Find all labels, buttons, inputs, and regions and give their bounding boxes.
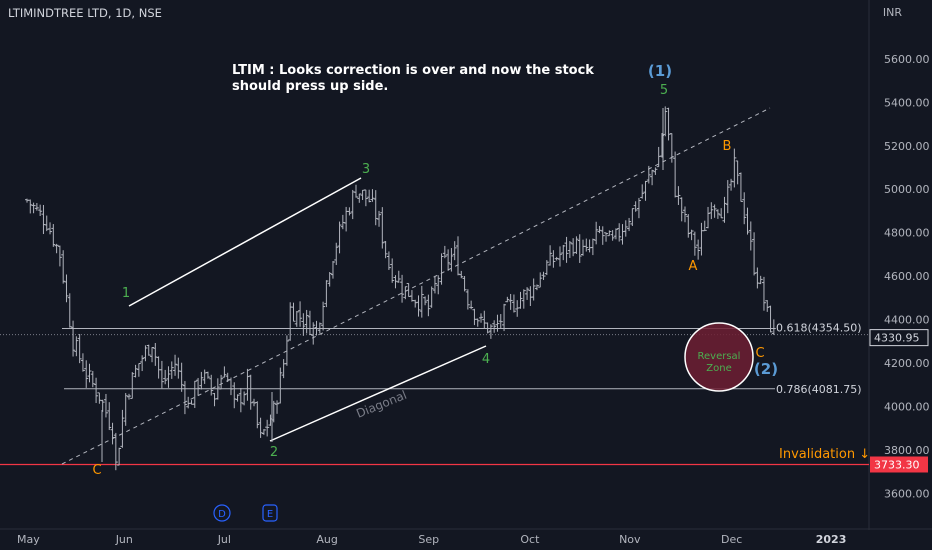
wave-b-label: B (723, 139, 732, 154)
time-tick-label: Jun (115, 533, 133, 546)
last-price-tag-text: 4330.95 (874, 332, 920, 345)
diagonal-lower-line (269, 345, 487, 442)
event-marker-letter: E (267, 509, 273, 520)
price-tick-label: 5400.00 (884, 96, 930, 109)
wave-c-label: C (755, 346, 764, 361)
wave-c-low-label: C (92, 463, 101, 478)
wave-4-label: 4 (482, 352, 490, 367)
chart-title: LTIMINDTREE LTD, 1D, NSE (8, 6, 162, 20)
currency-label: INR (882, 6, 902, 19)
annotation-labels: 12345(1)ABC(2)CReversalZoneDiagonal0.618… (92, 62, 929, 522)
price-tick-label: 4000.00 (884, 401, 930, 414)
time-tick-label: Oct (520, 533, 540, 546)
wave-a-label: A (689, 259, 698, 274)
price-tick-label: 4600.00 (884, 270, 930, 283)
wave-5-label: 5 (660, 83, 668, 98)
price-axis: 3600.00 3800.00 4000.00 4200.00 4400.00 4600.… (868, 0, 930, 530)
price-tick-label: 4400.00 (884, 314, 930, 327)
annotation-lines (0, 107, 869, 466)
reversal-zone-label-line1: Reversal (698, 351, 741, 362)
time-tick-label: May (17, 533, 40, 546)
reversal-zone-circle (684, 322, 754, 392)
fib-786-label: 0.786(4081.75) (776, 383, 862, 396)
trend-channel-line (61, 107, 771, 465)
price-tick-label: 3800.00 (884, 444, 930, 457)
wave-major-1-label: (1) (648, 62, 672, 80)
reversal-zone-label-line2: Zone (706, 363, 731, 374)
time-tick-label: 2023 (816, 533, 847, 546)
diagonal-upper-line (128, 177, 362, 307)
invalidation-label: Invalidation ↓ (779, 447, 870, 462)
time-tick-label: Aug (316, 533, 337, 546)
time-axis: May Jun Jul Aug Sep Oct Nov Dec 2023 (0, 528, 932, 546)
fib-618-label: 0.618(4354.50) (776, 322, 862, 335)
analysis-note-line1: LTIM : Looks correction is over and now … (232, 63, 594, 78)
time-tick-label: Dec (721, 533, 742, 546)
wave-major-2-label: (2) (754, 360, 778, 378)
time-tick-label: Sep (418, 533, 439, 546)
event-marker-letter: D (218, 509, 226, 520)
event-marker-shape (213, 504, 231, 522)
price-tick-label: 4800.00 (884, 227, 930, 240)
wave-1-label: 1 (122, 286, 130, 301)
event-marker-shape (262, 504, 278, 522)
time-tick-label: Jul (217, 533, 231, 546)
price-tick-label: 5000.00 (884, 183, 930, 196)
time-tick-label: Nov (619, 533, 641, 546)
wave-3-label: 3 (362, 162, 370, 177)
price-tick-label: 5600.00 (884, 53, 930, 66)
analysis-note-line2: should press up side. (232, 79, 388, 94)
invalidation-price-tag (870, 456, 928, 473)
invalidation-price-tag-text: 3733.30 (874, 458, 920, 471)
price-tick-label: 4200.00 (884, 357, 930, 370)
price-tick-label: 5200.00 (884, 140, 930, 153)
wave-2-label: 2 (270, 445, 278, 460)
dividend-event-icon[interactable]: D (213, 504, 231, 522)
candles (25, 106, 776, 471)
price-tick-label: 3600.00 (884, 487, 930, 500)
last-price-tag (869, 329, 929, 347)
earnings-event-icon[interactable]: E (262, 504, 278, 522)
